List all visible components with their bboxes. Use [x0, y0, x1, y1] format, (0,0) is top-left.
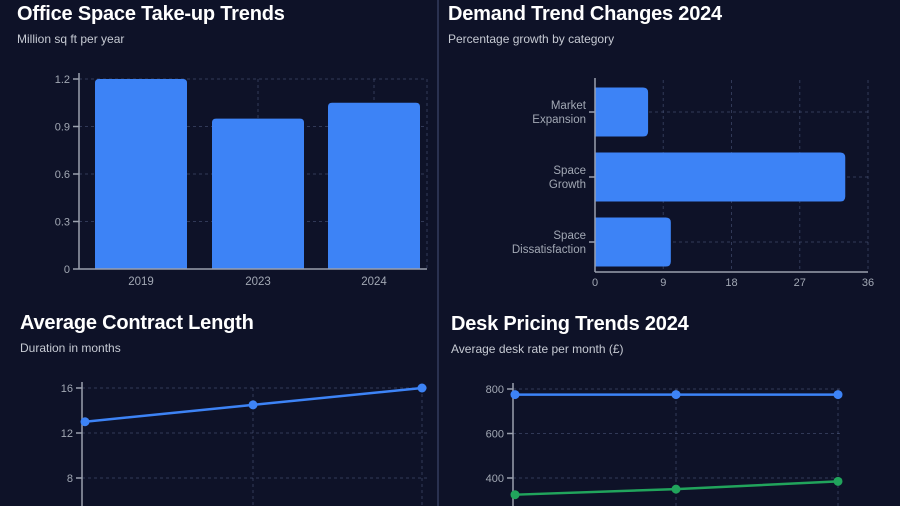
- contract-line-chart: 8 12 16: [61, 382, 430, 506]
- point-contract-length-blue-1: [248, 400, 258, 410]
- y-tick-label: 800: [486, 384, 504, 396]
- y-tick-label: 600: [486, 429, 504, 441]
- y-category-label: Space Growth: [549, 165, 586, 191]
- point-rate-green-1: [671, 484, 681, 494]
- y-tick-label: 12: [61, 428, 73, 440]
- y-tick-label: 0.9: [55, 122, 70, 134]
- x-tick-label: 27: [794, 277, 806, 289]
- point-contract-length-blue-0: [80, 417, 90, 427]
- x-category-label: 2019: [128, 276, 154, 288]
- point-rate-blue-1: [671, 390, 681, 400]
- x-category-label: 2024: [361, 276, 387, 288]
- point-rate-green-2: [833, 476, 843, 486]
- y-category-label: Space Dissatisfaction: [512, 230, 586, 256]
- bar-Market Expansion: [595, 87, 649, 137]
- panel-contract-length: Average Contract Length Duration in mont…: [0, 296, 437, 506]
- bar-2024: [328, 102, 420, 269]
- x-tick-label: 0: [592, 277, 598, 289]
- panel-header: Average Contract Length Duration in mont…: [0, 296, 437, 355]
- column-divider: [437, 0, 439, 506]
- y-tick-label: 0: [64, 264, 70, 276]
- x-tick-label: 18: [725, 277, 737, 289]
- x-category-label: 2023: [245, 276, 271, 288]
- bar-Space Growth: [595, 152, 846, 202]
- x-tick-label: 9: [660, 277, 666, 289]
- panel-header: Office Space Take-up Trends Million sq f…: [0, 0, 437, 46]
- takeup-bar-chart: 0 0.3 0.6 0.9 1.2 2019 2023 2024: [55, 73, 428, 288]
- chart-title: Desk Pricing Trends 2024: [451, 313, 689, 335]
- chart-subtitle: Million sq ft per year: [17, 32, 125, 46]
- panel-desk-pricing: Desk Pricing Trends 2024 Average desk ra…: [438, 296, 900, 506]
- panel-demand-trends: Demand Trend Changes 2024 Percentage gro…: [438, 0, 900, 296]
- point-rate-green-0: [510, 490, 520, 500]
- x-tick-label: 36: [862, 277, 874, 289]
- y-tick-label: 400: [486, 473, 504, 485]
- point-contract-length-blue-2: [417, 383, 427, 393]
- chart-subtitle: Percentage growth by category: [448, 32, 615, 46]
- chart-title: Demand Trend Changes 2024: [448, 3, 722, 25]
- point-rate-blue-2: [833, 390, 843, 400]
- bar-2023: [212, 118, 304, 269]
- y-category-label: Market Expansion: [532, 100, 587, 126]
- chart-title: Average Contract Length: [20, 312, 254, 334]
- demand-hbar-chart: 0 9 18 27 36 Market Expansion Space Growth Space D…: [512, 78, 874, 289]
- y-tick-label: 8: [67, 473, 73, 485]
- bar-2019: [95, 79, 187, 269]
- panel-office-space-takeup: Office Space Take-up Trends Million sq f…: [0, 0, 437, 296]
- y-tick-label: 1.2: [55, 74, 70, 86]
- chart-subtitle: Average desk rate per month (£): [451, 342, 624, 356]
- panel-header: Demand Trend Changes 2024 Percentage gro…: [438, 0, 900, 46]
- pricing-line-chart: 400 600 800: [486, 383, 843, 506]
- bar-Space Dissatisfaction: [595, 217, 671, 267]
- chart-subtitle: Duration in months: [20, 341, 121, 355]
- y-tick-label: 16: [61, 383, 73, 395]
- y-tick-label: 0.6: [55, 169, 70, 181]
- point-rate-blue-0: [510, 390, 520, 400]
- chart-title: Office Space Take-up Trends: [17, 3, 285, 25]
- y-tick-label: 0.3: [55, 217, 70, 229]
- panel-header: Desk Pricing Trends 2024 Average desk ra…: [438, 296, 900, 356]
